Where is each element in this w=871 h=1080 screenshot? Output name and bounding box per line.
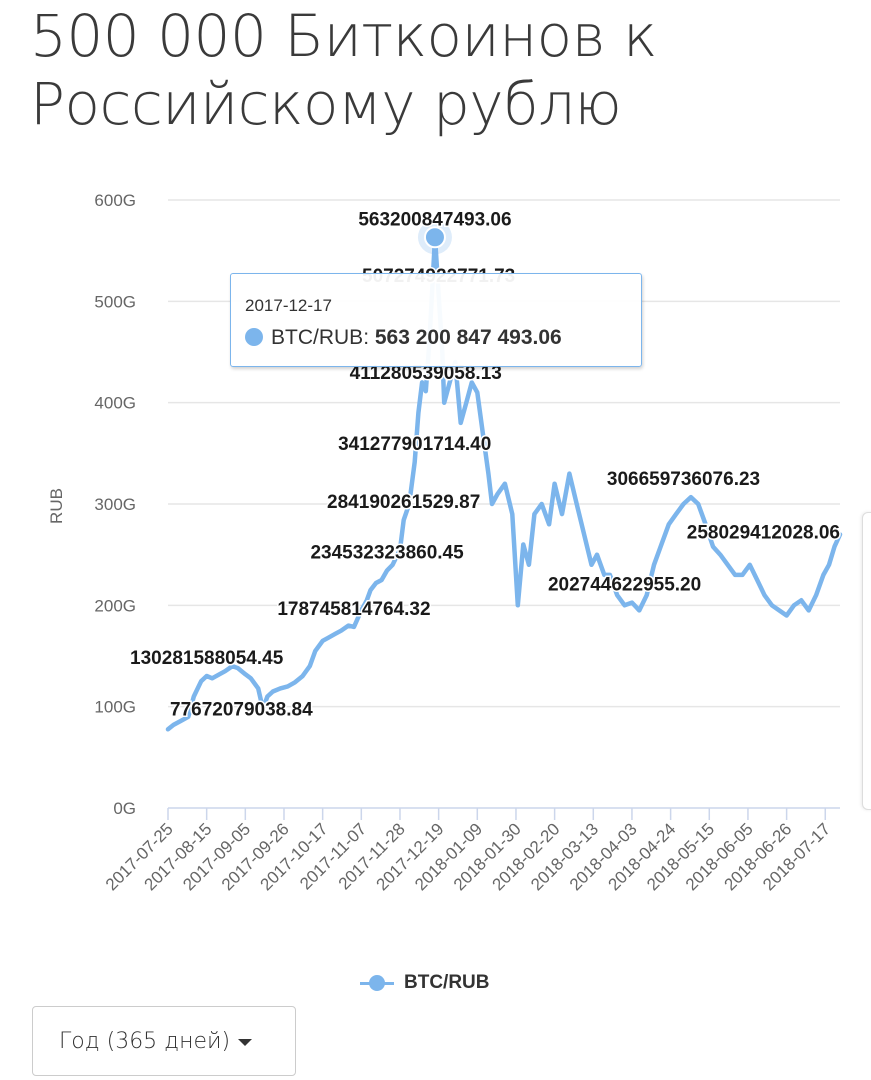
- caret-down-icon: [238, 1039, 253, 1046]
- tooltip-value: 563 200 847 493.06: [374, 326, 562, 349]
- data-label: 306659736076.23: [607, 469, 760, 490]
- series-line-btc-rub: [165, 235, 843, 732]
- side-panel-edge: [862, 512, 871, 810]
- data-label: 284190261529.87: [327, 492, 480, 513]
- legend-label: BTC/RUB: [404, 972, 490, 993]
- data-label: 234532323860.45: [310, 542, 464, 563]
- tooltip-series-marker-icon: [245, 328, 263, 346]
- tooltip-row: BTC/RUB: 563 200 847 493.06: [245, 326, 562, 350]
- data-label: 202744622955.20: [548, 575, 701, 596]
- data-label: 130281588054.45: [130, 648, 284, 669]
- y-tick-label: 600G: [94, 191, 136, 210]
- time-range-value: Год (365 дней): [59, 1028, 231, 1054]
- page-title: 500 000 Биткоинов к Российскому рублю: [30, 2, 850, 138]
- y-tick-label: 100G: [94, 698, 136, 717]
- page-title-line-2: Российскому рублю: [30, 70, 622, 138]
- series-btc-rub: [165, 220, 843, 732]
- chart-legend-item[interactable]: BTC/RUB: [360, 968, 490, 998]
- y-axis-title: RUB: [47, 488, 66, 524]
- legend-series-marker-icon: [360, 973, 394, 993]
- y-tick-label: 400G: [94, 394, 136, 413]
- tooltip-series-name: BTC/RUB: [271, 326, 364, 349]
- tooltip-date: 2017-12-17: [245, 296, 332, 315]
- data-label: 77672079038.84: [170, 699, 313, 720]
- time-range-dropdown[interactable]: Год (365 дней): [32, 1006, 296, 1076]
- y-tick-label: 0G: [113, 799, 136, 818]
- highlighted-point: [423, 226, 446, 249]
- data-label: 563200847493.06: [358, 209, 511, 230]
- y-tick-label: 200G: [94, 596, 136, 615]
- data-label: 178745814764.32: [277, 599, 430, 620]
- chart-tooltip: 2017-12-17 BTC/RUB: 563 200 847 493.06: [230, 273, 642, 367]
- page-title-line-1: 500 000 Биткоинов к: [30, 2, 658, 70]
- data-label: 258029412028.06: [687, 523, 840, 544]
- y-tick-label: 500G: [94, 292, 136, 311]
- y-tick-label: 300G: [94, 495, 136, 514]
- tooltip-separator: :: [363, 326, 370, 349]
- data-label: 341277901714.40: [338, 434, 491, 455]
- btc-rub-line-chart[interactable]: 0G100G200G300G400G500G600GRUB2017-07-252…: [0, 0, 871, 960]
- chart-axes: 0G100G200G300G400G500G600GRUB2017-07-252…: [47, 191, 834, 894]
